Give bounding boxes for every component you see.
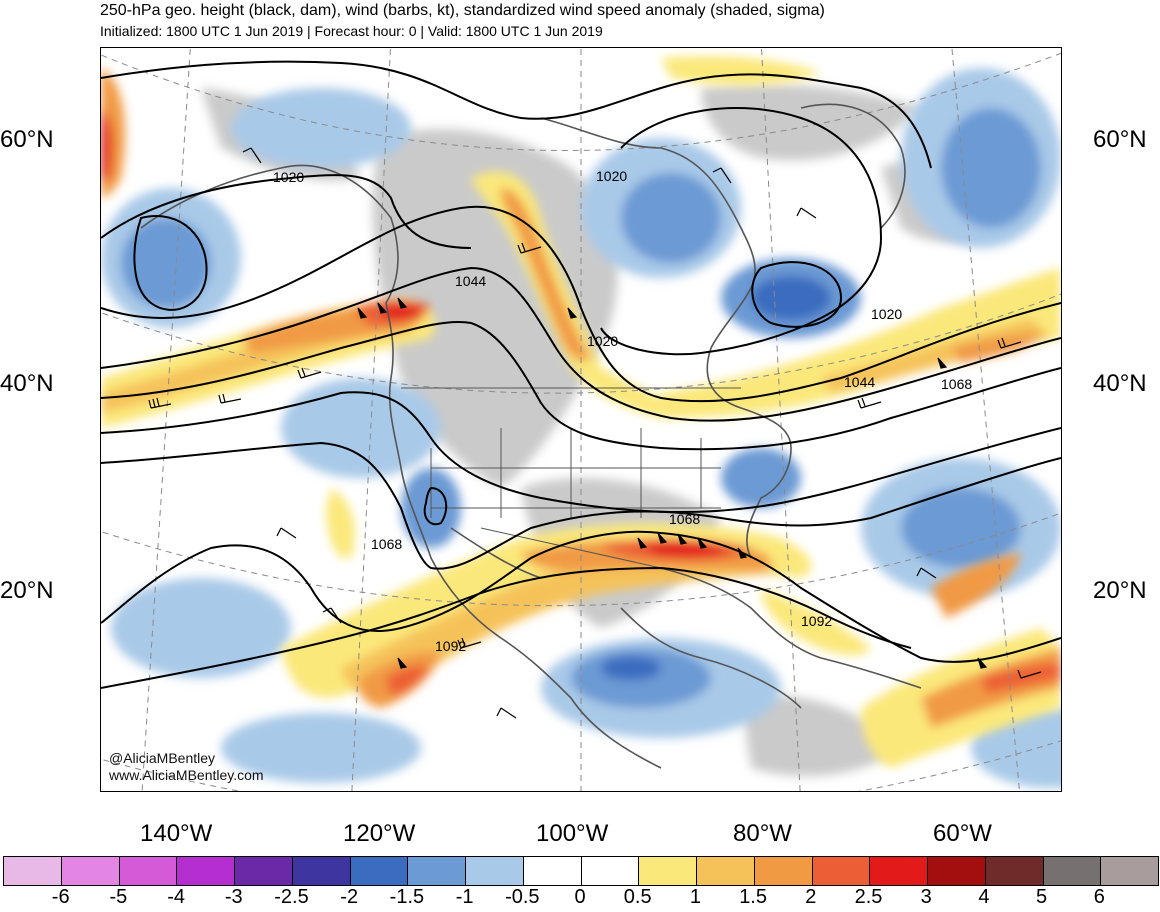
colorbar-swatch bbox=[812, 857, 871, 885]
colorbar-tick-label: -4 bbox=[167, 886, 185, 908]
colorbar-swatch bbox=[870, 857, 928, 885]
colorbar-swatch bbox=[985, 857, 1044, 885]
contour-label: 1068 bbox=[669, 511, 700, 527]
lat-label-40n-right: 40°N bbox=[1093, 370, 1147, 397]
contour-label: 1020 bbox=[587, 333, 618, 349]
contour-label: 1020 bbox=[596, 168, 627, 184]
contour-label: 1044 bbox=[455, 273, 486, 289]
lat-label-60n-right: 60°N bbox=[1093, 126, 1147, 153]
colorbar-swatch bbox=[119, 857, 178, 885]
credit-handle: @AliciaMBentley bbox=[109, 750, 216, 766]
colorbar bbox=[3, 856, 1159, 886]
colorbar-swatch bbox=[408, 857, 466, 885]
lon-label-120w: 120°W bbox=[343, 820, 416, 847]
colorbar-tick-label: -2 bbox=[340, 886, 359, 908]
contour-labels: 1020 1020 1044 1020 1020 1044 1068 1068 … bbox=[273, 168, 972, 654]
colorbar-swatch bbox=[523, 857, 582, 885]
colorbar-tick-label: -1.5 bbox=[389, 886, 425, 908]
lon-label-100w: 100°W bbox=[536, 820, 609, 847]
contour-label: 1020 bbox=[273, 169, 304, 185]
colorbar-tick-label: -5 bbox=[109, 886, 128, 908]
colorbar-swatch bbox=[292, 857, 351, 885]
colorbar-tick-label: -2.5 bbox=[274, 886, 309, 908]
contour-label: 1068 bbox=[371, 536, 402, 552]
colorbar-tick-label: 0 bbox=[574, 886, 586, 908]
colorbar-tick-label: 6 bbox=[1093, 886, 1105, 908]
lon-label-60w: 60°W bbox=[933, 820, 992, 847]
figure-title: 250-hPa geo. height (black, dam), wind (… bbox=[100, 2, 825, 19]
map-panel: 1020 1020 1044 1020 1020 1044 1068 1068 … bbox=[100, 47, 1062, 792]
political-borders bbox=[401, 387, 741, 569]
colorbar-tick-label: 1.5 bbox=[739, 886, 767, 908]
lat-label-20n-left: 20°N bbox=[0, 577, 54, 604]
colorbar-swatch bbox=[928, 857, 986, 885]
lat-label-60n-left: 60°N bbox=[0, 126, 54, 153]
colorbar-tick-label: 5 bbox=[1036, 886, 1048, 908]
contour-label: 1092 bbox=[435, 638, 466, 654]
positive-anomaly-shading bbox=[101, 56, 1061, 768]
colorbar-swatch bbox=[4, 857, 62, 885]
colorbar-swatch bbox=[466, 857, 524, 885]
colorbar-swatch bbox=[581, 857, 640, 885]
colorbar-tick-label: -6 bbox=[51, 886, 70, 908]
colorbar-tick-label: 1 bbox=[689, 886, 701, 908]
contour-label: 1020 bbox=[871, 306, 902, 322]
lon-label-80w: 80°W bbox=[733, 820, 792, 847]
credit-website: www.AliciaMBentley.com bbox=[109, 767, 264, 783]
colorbar-tick-label: 3 bbox=[920, 886, 932, 908]
lat-label-40n-left: 40°N bbox=[0, 370, 54, 397]
colorbar-swatch bbox=[697, 857, 755, 885]
colorbar-swatch bbox=[754, 857, 813, 885]
negative-anomaly-shading bbox=[101, 68, 1061, 788]
wind-barbs bbox=[148, 147, 1042, 719]
colorbar-swatch bbox=[235, 857, 293, 885]
colorbar-swatch bbox=[350, 857, 409, 885]
contour-label: 1068 bbox=[941, 376, 972, 392]
colorbar-swatch bbox=[177, 857, 235, 885]
colorbar-tick-label: -3 bbox=[224, 886, 243, 908]
contour-label: 1092 bbox=[801, 613, 832, 629]
colorbar-tick-label: -1 bbox=[455, 886, 474, 908]
colorbar-swatch bbox=[1043, 857, 1102, 885]
colorbar-tick-label: 2.5 bbox=[854, 886, 883, 908]
figure-subtitle: Initialized: 1800 UTC 1 Jun 2019 | Forec… bbox=[100, 23, 603, 39]
map-canvas: 1020 1020 1044 1020 1020 1044 1068 1068 … bbox=[101, 48, 1061, 791]
colorbar-swatch bbox=[61, 857, 120, 885]
coastlines bbox=[140, 103, 922, 769]
colorbar-swatch bbox=[1101, 857, 1158, 885]
lat-label-20n-right: 20°N bbox=[1093, 577, 1147, 604]
colorbar-tick-label: 4 bbox=[978, 886, 990, 908]
colorbar-tick-label: 2 bbox=[805, 886, 817, 908]
contour-label: 1044 bbox=[844, 374, 875, 390]
colorbar-tick-label: 0.5 bbox=[623, 886, 652, 908]
lon-label-140w: 140°W bbox=[140, 820, 213, 847]
height-contours bbox=[101, 60, 1061, 689]
colorbar-swatch bbox=[639, 857, 697, 885]
colorbar-tick-label: -0.5 bbox=[505, 886, 540, 908]
